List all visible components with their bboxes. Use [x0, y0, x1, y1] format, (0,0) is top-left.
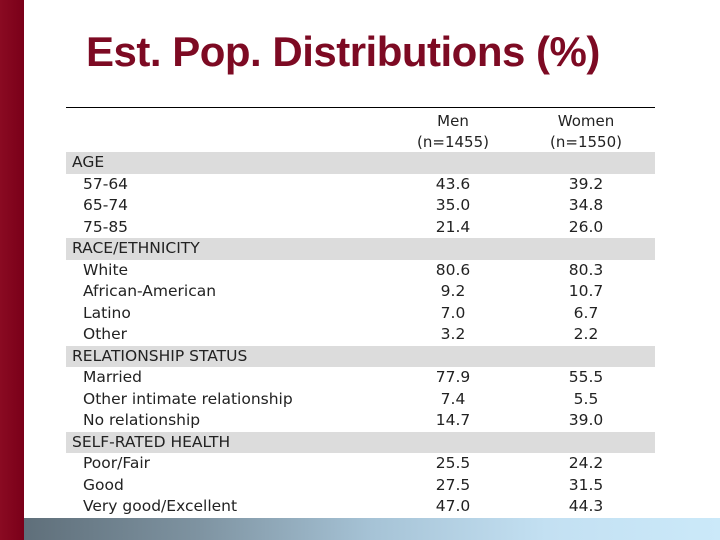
column-header-women: Women (n=1550) [516, 111, 656, 153]
value-women: 44.3 [568, 497, 604, 515]
row-label: 57-64 [83, 174, 129, 193]
value-men: 77.9 [435, 368, 471, 386]
column-header-men: Men (n=1455) [383, 111, 523, 153]
category-label: RELATIONSHIP STATUS [72, 346, 248, 365]
value-men: 27.5 [435, 475, 471, 494]
value-women: 5.5 [573, 389, 599, 408]
category-label: SELF-RATED HEALTH [72, 432, 231, 451]
category-label: RACE/ETHNICITY [72, 239, 200, 257]
value-women: 55.5 [568, 368, 604, 386]
value-women: 26.0 [568, 217, 604, 236]
table-row: Married 77.9 55.5 [66, 367, 655, 389]
column-header-women-n: (n=1550) [550, 133, 622, 151]
row-label: Other intimate relationship [83, 389, 293, 408]
value-women: 80.3 [568, 260, 604, 279]
table-row: Good 27.5 31.5 [66, 475, 655, 497]
table-row: Very good/Excellent 47.0 44.3 [66, 496, 655, 518]
left-accent-bar [0, 0, 24, 540]
bottom-gradient-bar [24, 518, 720, 540]
column-header-men-n: (n=1455) [417, 133, 489, 151]
category-row: RACE/ETHNICITY [66, 238, 655, 260]
column-header-men-label: Men [437, 112, 469, 130]
value-women: 39.0 [568, 411, 604, 429]
slide-title: Est. Pop. Distributions (%) [86, 28, 600, 75]
value-men: 9.2 [440, 282, 466, 300]
category-row: SELF-RATED HEALTH [66, 431, 655, 453]
value-men: 21.4 [435, 217, 471, 236]
row-label: White [83, 260, 129, 279]
value-women: 24.2 [568, 454, 604, 472]
table-row: Other intimate relationship 7.4 5.5 [66, 389, 655, 411]
value-women: 39.2 [568, 174, 604, 193]
table-row: Poor/Fair 25.5 24.2 [66, 453, 655, 475]
table-row: 65-74 35.0 34.8 [66, 195, 655, 217]
row-label: African-American [83, 282, 217, 300]
row-label: Poor/Fair [83, 454, 151, 472]
table-row: 57-64 43.6 39.2 [66, 174, 655, 196]
value-men: 47.0 [435, 497, 471, 515]
row-label: Good [83, 475, 124, 494]
value-men: 3.2 [440, 325, 466, 343]
value-men: 35.0 [435, 196, 471, 214]
table-row: Latino 7.0 6.7 [66, 303, 655, 325]
row-label: Married [83, 368, 143, 386]
value-women: 31.5 [568, 475, 604, 494]
table-top-rule [66, 107, 655, 108]
value-women: 34.8 [568, 196, 604, 214]
category-row: RELATIONSHIP STATUS [66, 345, 655, 367]
row-label: No relationship [83, 411, 201, 429]
value-men: 7.4 [440, 389, 466, 408]
value-men: 7.0 [440, 303, 466, 322]
table-row: White 80.6 80.3 [66, 260, 655, 282]
table-body: AGE 57-64 43.6 39.2 65-74 35.0 34.8 75-85 21.4 26… [66, 152, 655, 518]
table-row: No relationship 14.7 39.0 [66, 410, 655, 432]
value-women: 2.2 [573, 325, 599, 343]
value-women: 10.7 [568, 282, 604, 300]
value-men: 43.6 [435, 174, 471, 193]
category-label: AGE [72, 153, 105, 171]
table-row: African-American 9.2 10.7 [66, 281, 655, 303]
category-row: AGE [66, 152, 655, 174]
distribution-table: Men (n=1455) Women (n=1550) AGE 57-64 43.6… [66, 107, 655, 519]
value-men: 25.5 [435, 454, 471, 472]
column-header-women-label: Women [557, 112, 615, 130]
row-label: Other [83, 325, 128, 343]
value-men: 80.6 [435, 260, 471, 279]
table-header: Men (n=1455) Women (n=1550) [66, 108, 655, 152]
table-row: Other 3.2 2.2 [66, 324, 655, 346]
table-row: 75-85 21.4 26.0 [66, 217, 655, 239]
value-women: 6.7 [573, 303, 599, 322]
row-label: Latino [83, 303, 131, 322]
row-label: 65-74 [83, 196, 129, 214]
value-men: 14.7 [435, 411, 471, 429]
row-label: Very good/Excellent [83, 497, 238, 515]
row-label: 75-85 [83, 217, 129, 236]
